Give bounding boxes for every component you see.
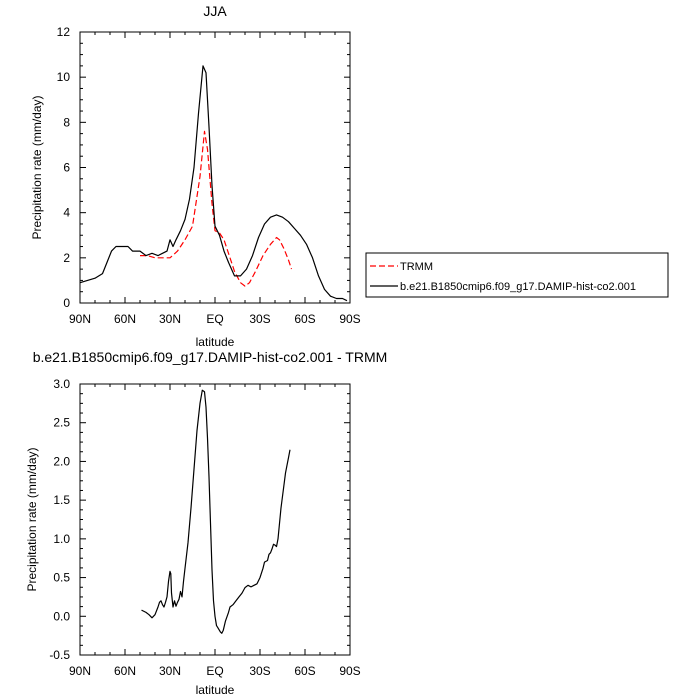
- x-tick-label: EQ: [206, 664, 223, 678]
- y-tick-label: 2: [63, 251, 70, 265]
- legend-label-2: b.e21.B1850cmip6.f09_g17.DAMIP-hist-co2.…: [400, 281, 636, 293]
- plot-frame: [79, 31, 351, 304]
- series-line-1: [140, 130, 293, 287]
- series-line-1: [141, 389, 291, 634]
- y-tick-label: 0.5: [53, 571, 70, 585]
- y-tick-label: 0: [63, 296, 70, 310]
- y-tick-label: 6: [63, 161, 70, 175]
- y-tick-label: 0.0: [53, 609, 70, 623]
- x-axis-label: latitude: [196, 683, 235, 697]
- chart-title: JJA: [203, 3, 227, 19]
- x-tick-label: 60N: [114, 312, 136, 326]
- y-tick-label: 10: [57, 70, 71, 84]
- y-axis-label: Precipitation rate (mm/day): [30, 95, 44, 239]
- y-tick-label: -0.5: [49, 648, 70, 662]
- y-tick-label: 1.0: [53, 532, 70, 546]
- x-tick-label: 90N: [69, 312, 91, 326]
- x-tick-label: 30N: [159, 664, 181, 678]
- y-tick-label: 12: [57, 25, 71, 39]
- x-tick-label: 90N: [69, 664, 91, 678]
- y-tick-label: 4: [63, 206, 70, 220]
- y-tick-label: 8: [63, 115, 70, 129]
- legend: TRMM b.e21.B1850cmip6.f09_g17.DAMIP-hist-…: [365, 252, 669, 298]
- x-tick-label: 60S: [294, 312, 315, 326]
- x-tick-label: 30S: [249, 312, 270, 326]
- chart-title: b.e21.B1850cmip6.f09_g17.DAMIP-hist-co2.…: [33, 349, 388, 365]
- y-axis-label: Precipitation rate (mm/day): [25, 447, 39, 591]
- legend-label-1: TRMM: [400, 261, 433, 273]
- x-tick-label: 30S: [249, 664, 270, 678]
- legend-box: [365, 252, 669, 298]
- y-tick-label: 1.5: [53, 493, 70, 507]
- chart-panel-2: b.e21.B1850cmip6.f09_g17.DAMIP-hist-co2.…: [25, 349, 387, 697]
- x-tick-label: 60N: [114, 664, 136, 678]
- x-tick-label: 60S: [294, 664, 315, 678]
- x-tick-label: 30N: [159, 312, 181, 326]
- series-line-2: [79, 65, 348, 302]
- y-tick-label: 2.0: [53, 454, 70, 468]
- chart-panel-1: JJA 90N 60N 30N EQ 30S 60S 90S 0 2 4 6 8 10 12 latitude…: [30, 3, 361, 349]
- y-tick-label: 3.0: [53, 377, 70, 391]
- x-tick-label: 90S: [339, 664, 360, 678]
- y-tick-label: 2.5: [53, 416, 70, 430]
- x-tick-label: EQ: [206, 312, 223, 326]
- x-tick-label: 90S: [339, 312, 360, 326]
- x-axis-label: latitude: [196, 335, 235, 349]
